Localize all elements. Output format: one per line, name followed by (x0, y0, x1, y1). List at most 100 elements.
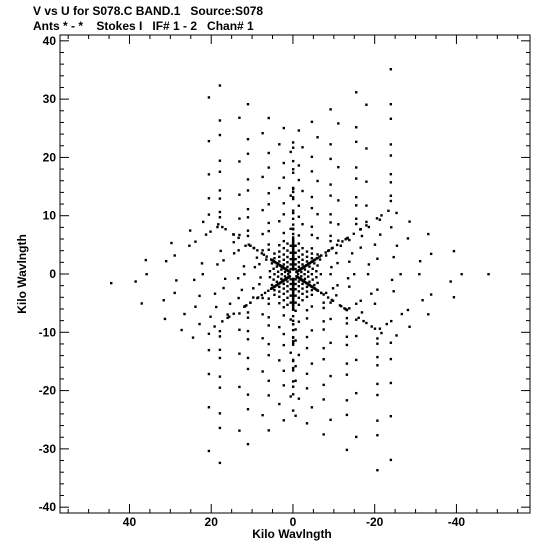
uv-point (316, 264, 319, 267)
uv-point (223, 277, 227, 281)
uv-point (291, 314, 295, 318)
uv-point (240, 288, 244, 292)
uv-point (218, 335, 222, 338)
uv-point (282, 292, 285, 296)
uv-point (272, 267, 275, 270)
uv-point (282, 202, 285, 205)
uv-point (275, 265, 279, 268)
uv-point (163, 317, 167, 321)
uv-point (294, 257, 297, 261)
uv-point (291, 385, 295, 388)
uv-point (261, 337, 264, 340)
uv-point (344, 307, 347, 311)
uv-point (286, 290, 289, 293)
uv-point (378, 327, 382, 330)
uv-point (218, 329, 222, 333)
uv-point (286, 265, 289, 269)
uv-point (322, 293, 325, 296)
uv-point (291, 323, 295, 326)
uv-point (291, 293, 295, 297)
uv-point (280, 268, 283, 271)
uv-point (289, 395, 292, 398)
uv-point (297, 178, 301, 182)
uv-point (282, 239, 285, 243)
uv-point (291, 249, 295, 253)
uv-point (310, 206, 314, 210)
uv-point (207, 332, 211, 336)
uv-point (221, 320, 224, 323)
uv-point (387, 209, 390, 212)
uv-point (246, 311, 250, 314)
uv-point (291, 239, 295, 243)
uv-point (308, 283, 311, 287)
uv-point (289, 263, 292, 266)
uv-point (316, 213, 319, 216)
uv-point (329, 183, 332, 186)
uv-point (291, 196, 295, 199)
uv-point (389, 103, 393, 106)
uv-point (301, 287, 304, 290)
uv-point (305, 372, 309, 375)
uv-point (385, 322, 388, 326)
uv-point (218, 375, 222, 378)
uv-point (297, 261, 301, 264)
uv-point (313, 283, 316, 287)
y-tick-label: -40 (39, 500, 57, 514)
uv-point (286, 296, 289, 300)
uv-point (294, 244, 297, 247)
uv-point (303, 268, 307, 271)
uv-point (487, 273, 490, 276)
uv-point (345, 335, 349, 338)
uv-point (294, 282, 297, 286)
uv-point (286, 303, 289, 307)
uv-point (213, 325, 216, 328)
uv-point (329, 301, 332, 304)
uv-point (389, 143, 393, 146)
uv-point (193, 278, 196, 282)
uv-point (294, 263, 297, 266)
uv-point (376, 419, 379, 422)
uv-point (249, 301, 252, 304)
uv-point (207, 96, 211, 99)
uv-point (232, 312, 235, 315)
uv-point (291, 232, 295, 236)
uv-point (289, 257, 292, 261)
uv-point (345, 399, 349, 402)
uv-point (337, 223, 340, 226)
uv-point (268, 270, 272, 273)
uv-point (282, 287, 285, 290)
uv-point (301, 223, 304, 226)
uv-point (355, 140, 358, 144)
uv-point (316, 136, 319, 139)
uv-point (305, 309, 309, 312)
uv-point (194, 240, 197, 243)
uv-point (389, 172, 393, 176)
uv-point (311, 278, 314, 281)
uv-point (274, 261, 277, 264)
uv-point (291, 288, 295, 292)
uv-point (261, 132, 264, 135)
x-tick-label: -40 (448, 515, 466, 529)
uv-point (246, 329, 250, 333)
uv-point (282, 246, 285, 250)
uv-point (389, 381, 393, 385)
uv-point (246, 189, 250, 192)
x-tick-label: 40 (123, 515, 137, 529)
uv-point (238, 116, 241, 119)
uv-point (390, 319, 393, 323)
uv-point (392, 290, 395, 293)
uv-point (207, 197, 211, 200)
uv-point (218, 189, 222, 192)
uv-point (355, 334, 358, 338)
uv-point (305, 346, 309, 350)
uv-point (175, 279, 178, 282)
uv-point (297, 303, 301, 307)
uv-point (297, 215, 301, 218)
uv-point (215, 305, 218, 309)
uv-point (389, 117, 393, 120)
uv-point (345, 448, 349, 452)
uv-point (376, 364, 379, 367)
uv-point (310, 195, 314, 199)
uv-point (316, 256, 319, 260)
uv-point (300, 275, 303, 278)
